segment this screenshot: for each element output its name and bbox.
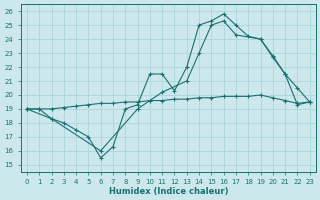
X-axis label: Humidex (Indice chaleur): Humidex (Indice chaleur)	[108, 187, 228, 196]
